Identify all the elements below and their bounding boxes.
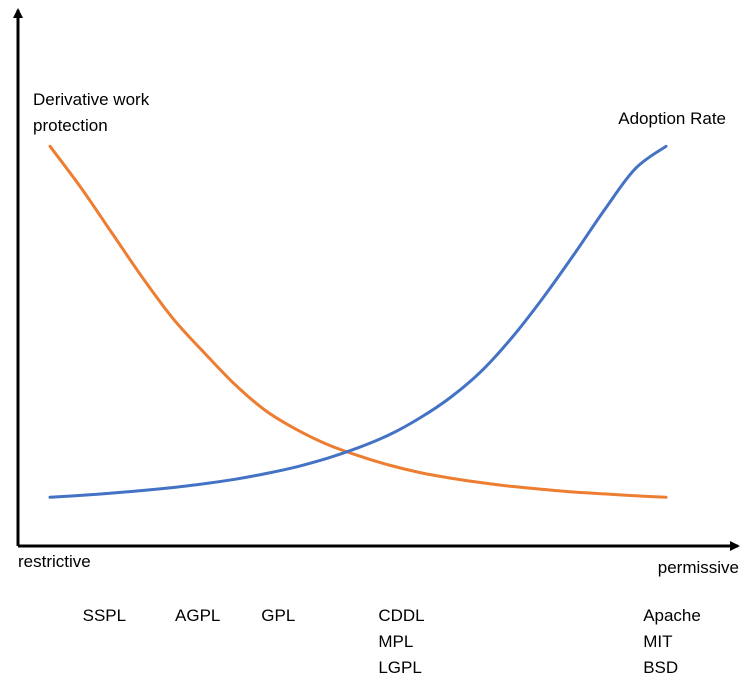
- category-label: BSD: [643, 658, 678, 677]
- series-label-0: Derivative work protection: [33, 90, 150, 135]
- series-labels: Derivative work protection Adoption Rate: [33, 90, 726, 135]
- series-label-line: Derivative work: [33, 90, 150, 109]
- series-layer: [48, 144, 668, 499]
- series-line-0: [48, 144, 668, 499]
- category-label: MPL: [378, 632, 413, 651]
- series-label-1: Adoption Rate: [618, 109, 726, 128]
- x-axis-label-left: restrictive: [18, 552, 91, 571]
- category-label: LGPL: [378, 658, 421, 677]
- series-label-line: Adoption Rate: [618, 109, 726, 128]
- x-axis-label-right: permissive: [658, 558, 739, 577]
- series-label-line: protection: [33, 116, 108, 135]
- category-labels: SSPL AGPL GPL CDDL MPL LGPL Apache MIT BSD: [83, 606, 701, 677]
- series-line-1: [48, 144, 668, 499]
- category-label: SSPL: [83, 606, 126, 625]
- category-label: AGPL: [175, 606, 220, 625]
- category-label: Apache: [643, 606, 701, 625]
- category-label: MIT: [643, 632, 672, 651]
- category-label: GPL: [261, 606, 295, 625]
- category-label: CDDL: [378, 606, 424, 625]
